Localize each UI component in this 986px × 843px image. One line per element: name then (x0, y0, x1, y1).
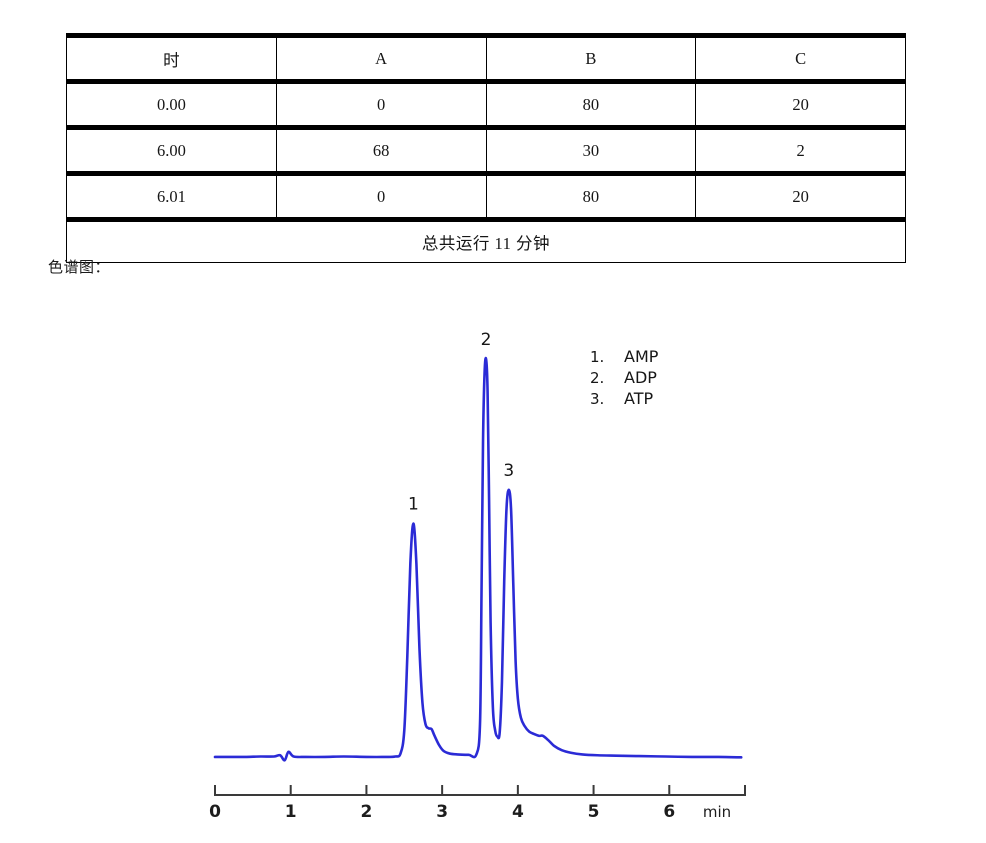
legend-label-atp: ATP (624, 389, 653, 408)
cell-c-1: 2 (695, 125, 906, 174)
table-row: 0.00 0 80 20 (66, 79, 906, 128)
x-axis-unit-label: min (703, 803, 731, 821)
x-tick-label-5: 5 (588, 802, 600, 822)
trace-group (213, 356, 743, 762)
cell-a-0: 0 (275, 79, 487, 128)
cell-time-2: 6.01 (66, 171, 277, 220)
chromatogram-trace (213, 356, 743, 762)
legend-index-2: 2. (590, 369, 604, 387)
legend-index-1: 1. (590, 348, 604, 366)
chromatogram-caption: 色谱图： (48, 258, 111, 276)
table-row: 6.00 68 30 2 (66, 125, 906, 174)
peak-label-3: 3 (503, 461, 514, 481)
peak-label-2: 2 (481, 330, 492, 350)
cell-a-2: 0 (275, 171, 487, 220)
x-tick-label-2: 2 (361, 802, 373, 822)
header-cell-time: 时 (66, 33, 277, 82)
cell-c-2: 20 (695, 171, 906, 220)
gradient-table: 时 A B C 0.00 0 80 20 6.00 68 30 2 6.01 0… (66, 33, 906, 263)
x-tick-label-6: 6 (663, 802, 675, 822)
header-cell-b: B (485, 33, 697, 82)
cell-b-2: 80 (485, 171, 697, 220)
x-tick-label-4: 4 (512, 802, 524, 822)
table-total-row: 总共运行 11 分钟 (66, 217, 906, 263)
cell-c-0: 20 (695, 79, 906, 128)
legend-index-3: 3. (590, 390, 604, 408)
legend-label-adp: ADP (624, 368, 657, 387)
x-tick-label-1: 1 (285, 802, 297, 822)
x-tick-label-0: 0 (209, 802, 221, 822)
gradient-table-body: 时 A B C 0.00 0 80 20 6.00 68 30 2 6.01 0… (66, 33, 906, 263)
peak-label-1: 1 (408, 495, 419, 515)
cell-b-1: 30 (485, 125, 697, 174)
peak-label-group: 1 2 3 (408, 330, 514, 515)
cell-time-1: 6.00 (66, 125, 277, 174)
x-axis-line (214, 785, 746, 796)
chromatogram-svg: 1 2 3 1. AMP 2. ADP 3. ATP 0 1 2 3 4 5 6 min (209, 330, 746, 822)
gradient-table-container: 时 A B C 0.00 0 80 20 6.00 68 30 2 6.01 0… (66, 33, 906, 263)
header-cell-a: A (275, 33, 487, 82)
table-row: 6.01 0 80 20 (66, 171, 906, 220)
x-axis (214, 785, 746, 796)
cell-a-1: 68 (275, 125, 487, 174)
x-axis-tick-labels: 0 1 2 3 4 5 6 min (209, 802, 731, 822)
chart-legend: 1. AMP 2. ADP 3. ATP (590, 347, 659, 408)
header-cell-c: C (695, 33, 906, 82)
table-header-row: 时 A B C (66, 33, 906, 82)
legend-label-amp: AMP (624, 347, 659, 366)
total-run-time-cell: 总共运行 11 分钟 (66, 217, 906, 263)
chromatogram-figure: 1 2 3 1. AMP 2. ADP 3. ATP 0 1 2 3 4 5 6 min (190, 300, 770, 830)
cell-b-0: 80 (485, 79, 697, 128)
cell-time-0: 0.00 (66, 79, 277, 128)
x-tick-label-3: 3 (436, 802, 448, 822)
